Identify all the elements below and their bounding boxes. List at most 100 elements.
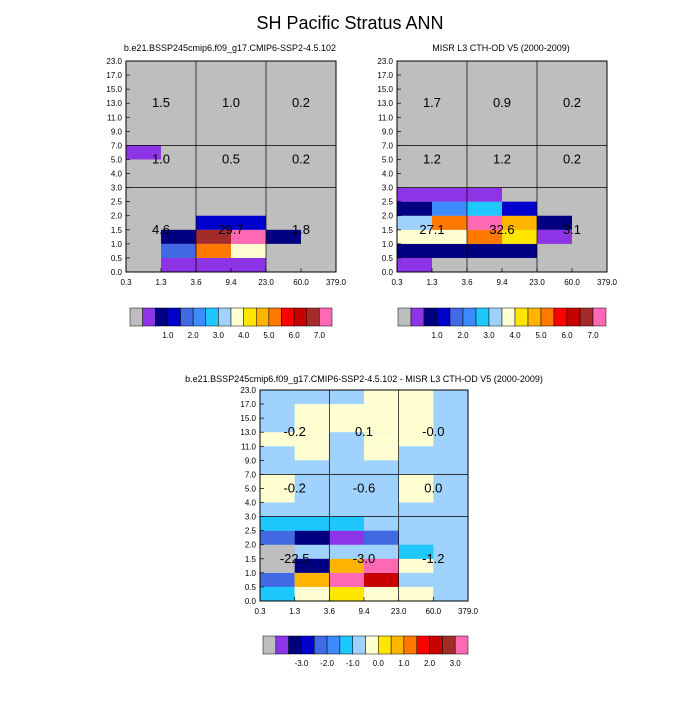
group-summary-value: 29.7 [218,222,243,237]
histogram-cell [196,257,266,272]
histogram-cell [260,530,295,545]
histogram-cell [502,215,537,230]
y-tick-label: 0.5 [111,254,123,263]
colorbar-swatch [449,307,464,327]
y-tick-label: 2.0 [382,212,394,221]
y-tick-label: 17.0 [377,71,393,80]
y-tick-label: 2.5 [245,527,257,536]
y-tick-label: 17.0 [240,400,256,409]
colorbar-swatch [416,635,430,655]
x-tick-label: 379.0 [326,278,347,287]
histogram-cell [398,586,434,601]
group-summary-value: 3.1 [563,222,581,237]
y-tick-label: 15.0 [240,414,256,423]
x-tick-label: 3.6 [324,607,336,616]
y-tick-label: 2.5 [111,198,123,207]
histogram-cell [467,229,502,244]
histogram-cell [537,229,572,244]
histogram-cell [329,572,364,587]
histogram-cell [397,187,502,202]
group-summary-value: 0.2 [292,95,310,110]
colorbar-swatch [288,635,302,655]
group-summary-value: -0.0 [422,424,444,439]
histogram-cell [397,215,432,230]
colorbar-label: 0.0 [373,659,385,668]
y-tick-label: 4.0 [382,170,394,179]
histogram-cell [432,215,467,230]
colorbar-label: 5.0 [263,331,275,340]
colorbar-label: 3.0 [483,331,495,340]
group-summary-value: 27.1 [419,222,444,237]
y-tick-label: 13.0 [240,428,256,437]
colorbar-label: 2.0 [457,331,469,340]
histogram-cell [432,201,467,216]
group-summary-value: -22.5 [280,551,310,566]
colorbar-label: 3.0 [213,331,225,340]
y-tick-label: 0.5 [382,254,394,263]
colorbar-label: -2.0 [320,659,334,668]
group-summary-value: 1.0 [222,95,240,110]
group-summary-value: 0.5 [222,151,240,166]
histogram-cell [260,558,295,573]
colorbar-swatch [326,635,341,655]
y-tick-label: 1.5 [111,226,123,235]
histogram-cell [364,432,399,447]
x-tick-label: 3.6 [461,278,473,287]
group-summary-value: -0.2 [283,480,305,495]
histogram-cell [260,544,295,559]
y-tick-label: 15.0 [106,85,122,94]
histogram-cell [126,145,161,160]
group-summary-value: 1.2 [423,151,441,166]
y-tick-label: 5.0 [111,155,123,164]
colorbar-label: 6.0 [561,331,573,340]
histogram-cell [260,572,295,587]
y-tick-label: 5.0 [382,155,394,164]
colorbar-swatch [230,307,244,327]
colorbar-diff: -3.0 -2.0 -1.0 0.0 1.0 2.0 3.0 [262,635,469,668]
histogram-cell [294,530,330,545]
group-summary-value: -3.0 [353,551,375,566]
colorbar-swatch [293,307,307,327]
histogram-cell [467,201,502,216]
histogram-cell [329,586,364,601]
colorbar-swatch [301,635,315,655]
histogram-cell [266,229,301,244]
y-tick-label: 1.5 [245,555,257,564]
histogram-cell [260,516,330,531]
y-tick-label: 3.0 [111,184,123,193]
y-tick-label: 2.5 [382,198,394,207]
x-tick-label: 0.3 [120,278,132,287]
colorbar-label: 5.0 [535,331,547,340]
y-tick-label: 13.0 [106,99,122,108]
x-tick-label: 9.4 [225,278,237,287]
panel-title-obs: MISR L3 CTH-OD V5 (2000-2009) [432,43,570,53]
histogram-cell [196,243,231,258]
colorbar-swatch [218,307,232,327]
colorbar-label: 7.0 [314,331,326,340]
y-tick-label: 5.0 [245,484,257,493]
y-tick-label: 3.0 [245,513,257,522]
colorbar-swatch [514,307,529,327]
group-summary-value: 1.0 [152,151,170,166]
histogram-cell [329,404,399,433]
x-tick-label: 23.0 [391,607,407,616]
colorbar-swatch [281,307,295,327]
y-tick-label: 17.0 [106,71,122,80]
histogram-cell [397,201,432,216]
y-tick-label: 4.0 [111,170,123,179]
colorbar-swatch [243,307,257,327]
y-tick-label: 9.0 [245,456,257,465]
x-tick-label: 60.0 [564,278,580,287]
x-tick-label: 1.3 [289,607,301,616]
colorbar-swatch [423,307,438,327]
histogram-cell [397,229,467,244]
histogram-cell [161,257,196,272]
histogram-cell [398,544,434,559]
x-tick-label: 0.3 [254,607,266,616]
colorbar-label: 4.0 [238,331,250,340]
x-tick-label: 1.3 [155,278,167,287]
colorbar-swatch [339,635,353,655]
y-tick-label: 0.0 [382,268,394,277]
colorbar-swatch [319,307,333,327]
y-tick-label: 4.0 [245,499,257,508]
